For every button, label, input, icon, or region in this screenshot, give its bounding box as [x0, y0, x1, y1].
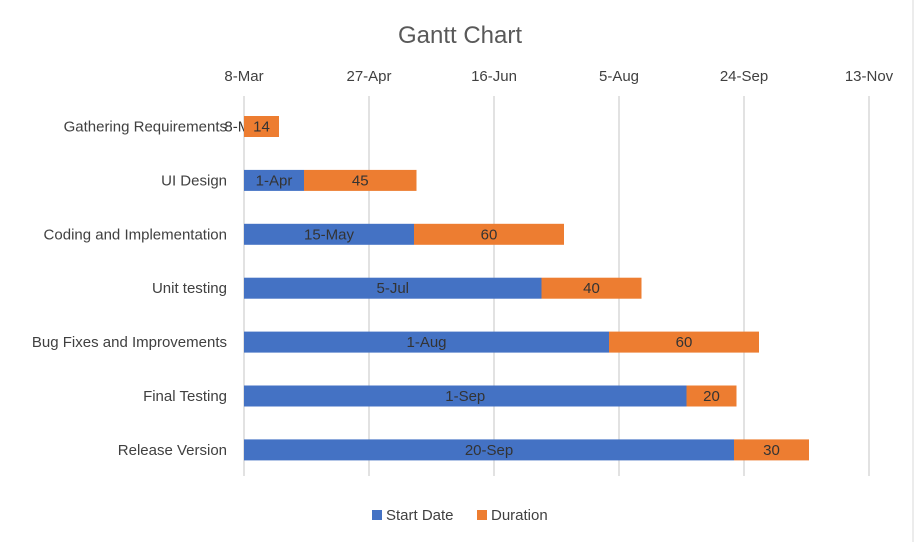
- duration-bar: [686, 385, 737, 407]
- duration-bar: [609, 331, 759, 353]
- duration-bar: [414, 223, 564, 245]
- category-label: Coding and Implementation: [44, 226, 227, 243]
- x-tick-label: 24-Sep: [720, 68, 768, 85]
- duration-bar: [734, 439, 809, 461]
- x-tick-label: 16-Jun: [471, 68, 517, 85]
- legend-label: Start Date: [386, 507, 454, 524]
- start-date-bar: [244, 277, 542, 299]
- category-label: UI Design: [161, 172, 227, 189]
- legend-swatch: [477, 510, 487, 520]
- duration-label: 60: [676, 334, 693, 351]
- duration-label: 45: [352, 172, 369, 189]
- duration-bar: [304, 169, 417, 191]
- start-date-label: 1-Apr: [256, 172, 293, 189]
- category-label: Final Testing: [143, 388, 227, 405]
- x-tick-label: 5-Aug: [599, 68, 639, 85]
- start-date-label: 1-Aug: [406, 334, 446, 351]
- bars: 8-Mar141-Apr4515-May605-Jul401-Aug601-Se…: [224, 116, 809, 461]
- start-date-label: 5-Jul: [376, 280, 409, 297]
- category-label: Release Version: [118, 442, 227, 459]
- duration-label: 30: [763, 442, 780, 459]
- legend: Start Date Duration: [372, 507, 548, 524]
- category-label: Bug Fixes and Improvements: [32, 334, 227, 351]
- start-date-bar: [244, 223, 414, 245]
- category-label: Unit testing: [152, 280, 227, 297]
- start-date-label: 1-Sep: [445, 388, 485, 405]
- duration-label: 20: [703, 388, 720, 405]
- duration-bar: [541, 277, 642, 299]
- start-date-bar: [244, 169, 304, 191]
- start-date-bar: [244, 439, 734, 461]
- start-date-bar: [244, 331, 609, 353]
- duration-label: 40: [583, 280, 600, 297]
- chart-title: Gantt Chart: [398, 22, 522, 49]
- duration-bar: [244, 116, 279, 137]
- start-date-label: 20-Sep: [465, 442, 513, 459]
- start-date-label: 15-May: [304, 226, 355, 243]
- legend-swatch: [372, 510, 382, 520]
- duration-label: 14: [253, 119, 270, 136]
- legend-label: Duration: [491, 507, 548, 524]
- y-axis: Gathering Requirements UI Design Coding an…: [32, 119, 227, 459]
- x-tick-label: 8-Mar: [224, 68, 263, 85]
- category-label: Gathering Requirements: [64, 119, 227, 136]
- duration-label: 60: [481, 226, 498, 243]
- x-tick-label: 13-Nov: [845, 68, 894, 85]
- x-tick-label: 27-Apr: [346, 68, 391, 85]
- start-date-bar: [244, 385, 687, 407]
- x-axis: 8-Mar 27-Apr 16-Jun 5-Aug 24-Sep 13-Nov: [224, 68, 893, 85]
